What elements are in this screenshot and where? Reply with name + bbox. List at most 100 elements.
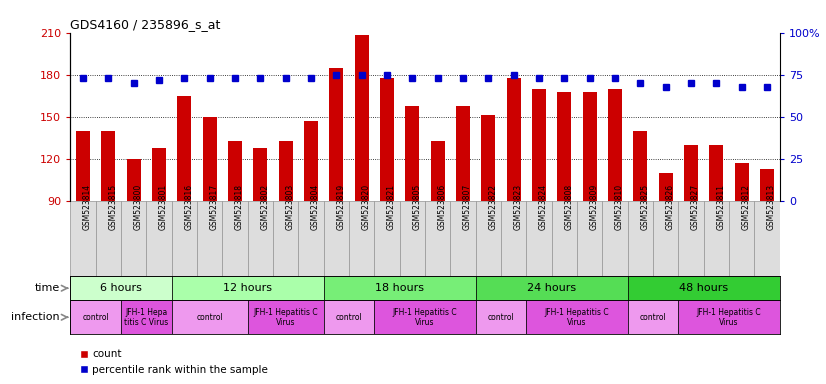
Bar [354, 35, 368, 201]
Bar [152, 148, 166, 201]
Bar [577, 201, 602, 276]
Text: GSM523821: GSM523821 [387, 184, 396, 230]
Text: GSM523802: GSM523802 [260, 184, 269, 230]
Text: infection: infection [11, 312, 59, 322]
Bar [146, 201, 172, 276]
Bar [430, 141, 444, 201]
Text: control: control [82, 313, 109, 322]
Text: GSM523801: GSM523801 [159, 184, 168, 230]
Text: 24 hours: 24 hours [527, 283, 577, 293]
Bar [602, 201, 628, 276]
Bar [228, 141, 242, 201]
Text: GSM523823: GSM523823 [514, 184, 523, 230]
Bar [628, 300, 678, 334]
Bar [400, 201, 425, 276]
Bar [501, 201, 526, 276]
Text: JFH-1 Hepa
titis C Virus: JFH-1 Hepa titis C Virus [124, 308, 169, 327]
Bar [248, 300, 324, 334]
Bar [304, 121, 318, 201]
Bar [476, 300, 526, 334]
Text: GSM523800: GSM523800 [134, 184, 143, 230]
Text: GSM523817: GSM523817 [210, 184, 219, 230]
Bar [222, 201, 248, 276]
Bar [476, 276, 628, 300]
Bar [70, 276, 172, 300]
Bar [273, 201, 298, 276]
Bar [126, 159, 140, 201]
Bar [678, 300, 780, 334]
Bar [121, 201, 146, 276]
Text: JFH-1 Hepatitis C
Virus: JFH-1 Hepatitis C Virus [392, 308, 458, 327]
Bar [324, 201, 349, 276]
Bar [628, 201, 653, 276]
Bar [684, 145, 698, 201]
Text: JFH-1 Hepatitis C
Virus: JFH-1 Hepatitis C Virus [544, 308, 610, 327]
Text: GSM523816: GSM523816 [184, 184, 193, 230]
Bar [482, 116, 496, 201]
Text: GSM523810: GSM523810 [615, 184, 624, 230]
Bar [532, 89, 546, 201]
Text: GSM523827: GSM523827 [691, 184, 700, 230]
Bar [254, 148, 268, 201]
Legend: count, percentile rank within the sample: count, percentile rank within the sample [75, 345, 272, 379]
Bar [456, 106, 470, 201]
Bar [582, 92, 596, 201]
Bar [349, 201, 374, 276]
Bar [760, 169, 774, 201]
Bar [374, 201, 400, 276]
Bar [710, 145, 724, 201]
Text: GSM523815: GSM523815 [108, 184, 117, 230]
Bar [634, 131, 648, 201]
Text: GSM523805: GSM523805 [412, 184, 421, 230]
Text: GSM523819: GSM523819 [336, 184, 345, 230]
Text: GSM523803: GSM523803 [286, 184, 295, 230]
Bar [70, 300, 121, 334]
Text: JFH-1 Hepatitis C
Virus: JFH-1 Hepatitis C Virus [254, 308, 318, 327]
Bar [425, 201, 450, 276]
Bar [172, 300, 248, 334]
Text: 12 hours: 12 hours [223, 283, 272, 293]
Text: control: control [335, 313, 363, 322]
Text: GSM523813: GSM523813 [767, 184, 776, 230]
Text: GSM523818: GSM523818 [235, 184, 244, 230]
Bar [653, 201, 678, 276]
Bar [102, 131, 115, 201]
Text: 18 hours: 18 hours [375, 283, 424, 293]
Text: GSM523814: GSM523814 [83, 184, 92, 230]
Text: GDS4160 / 235896_s_at: GDS4160 / 235896_s_at [70, 18, 221, 31]
Bar [704, 201, 729, 276]
Bar [450, 201, 476, 276]
Text: GSM523825: GSM523825 [640, 184, 649, 230]
Text: GSM523811: GSM523811 [716, 184, 725, 230]
Text: 48 hours: 48 hours [679, 283, 729, 293]
Bar [380, 78, 394, 201]
Bar [298, 201, 324, 276]
Bar [248, 201, 273, 276]
Bar [608, 89, 622, 201]
Bar [278, 141, 292, 201]
Text: GSM523808: GSM523808 [564, 184, 573, 230]
Bar [678, 201, 704, 276]
Bar [558, 92, 572, 201]
Bar [476, 201, 501, 276]
Text: 6 hours: 6 hours [100, 283, 142, 293]
Text: control: control [639, 313, 667, 322]
Text: GSM523806: GSM523806 [438, 184, 447, 230]
Bar [374, 300, 476, 334]
Text: JFH-1 Hepatitis C
Virus: JFH-1 Hepatitis C Virus [697, 308, 762, 327]
Bar [754, 201, 780, 276]
Text: control: control [487, 313, 515, 322]
Text: GSM523820: GSM523820 [362, 184, 371, 230]
Bar [628, 276, 780, 300]
Bar [197, 201, 222, 276]
Text: GSM523822: GSM523822 [488, 184, 497, 230]
Bar [324, 300, 374, 334]
Bar [172, 276, 324, 300]
Bar [526, 300, 628, 334]
Text: GSM523826: GSM523826 [666, 184, 675, 230]
Bar [172, 201, 197, 276]
Bar [330, 68, 344, 201]
Bar [659, 173, 672, 201]
Text: GSM523824: GSM523824 [539, 184, 548, 230]
Bar [121, 300, 172, 334]
